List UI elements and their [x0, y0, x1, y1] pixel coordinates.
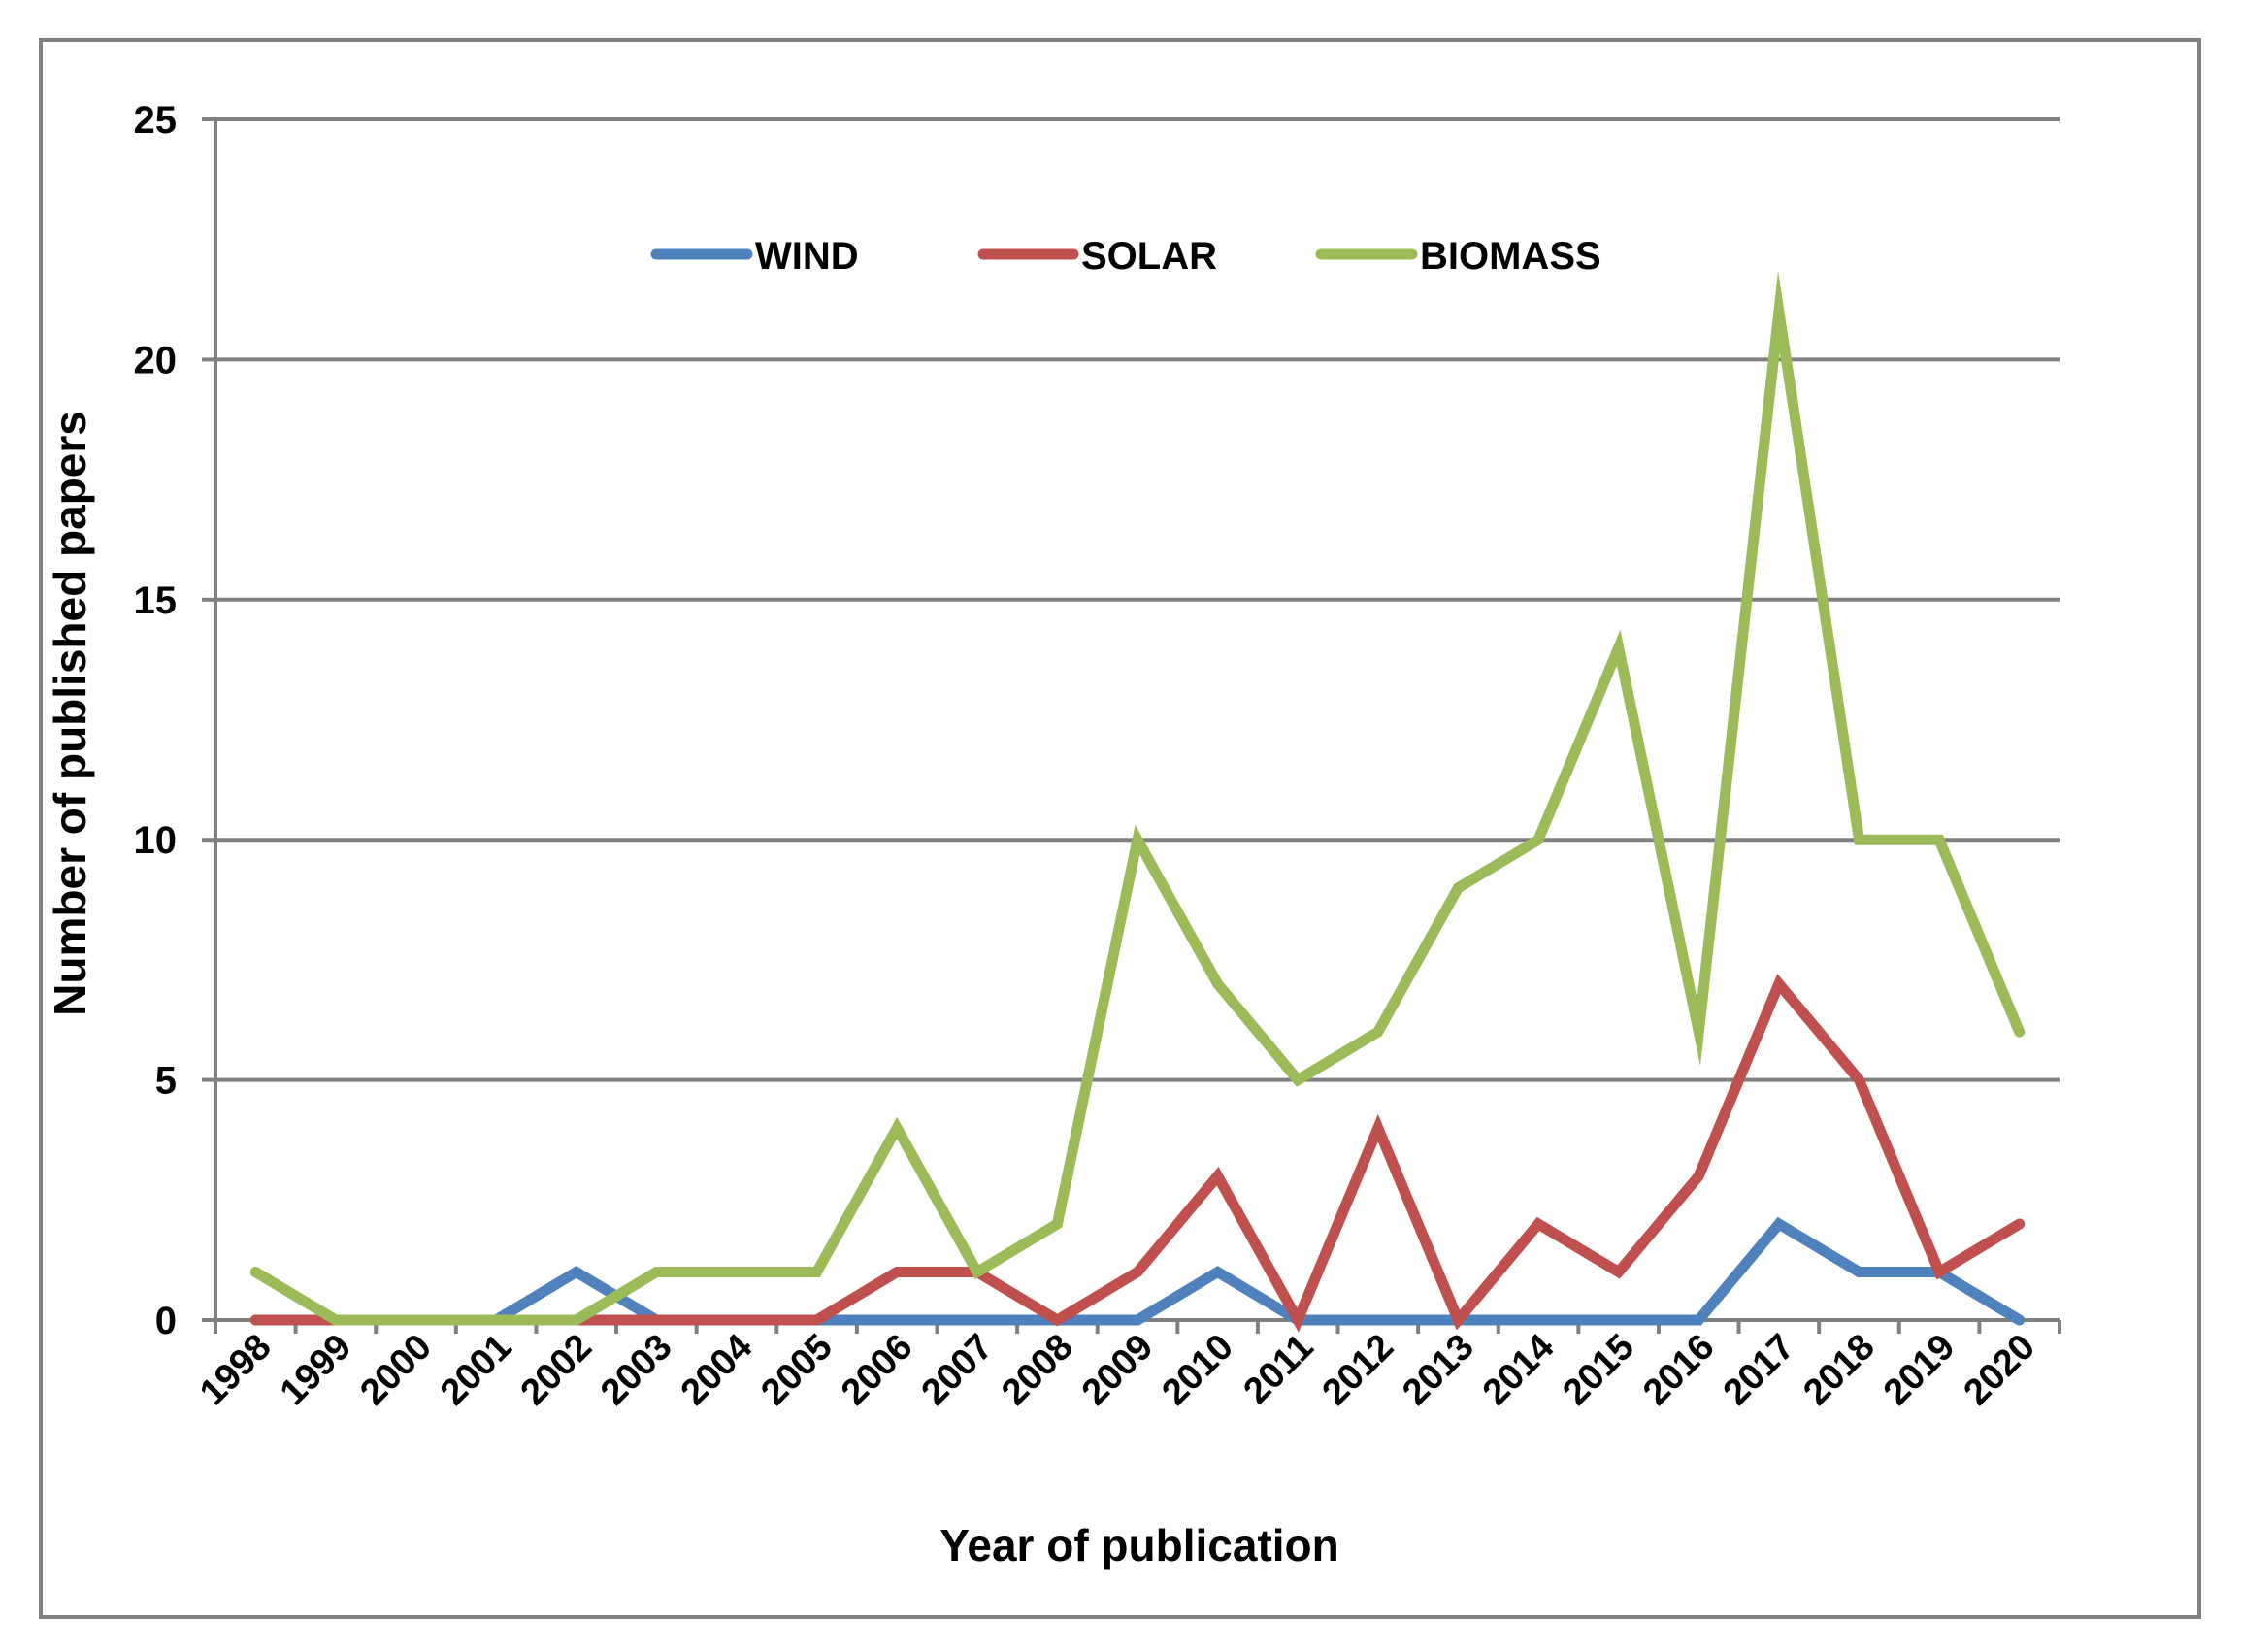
- y-tick-label: 10: [134, 819, 178, 862]
- y-tick-labels: 0 5 10 15 20 25: [134, 99, 178, 1342]
- y-tick-label: 15: [134, 579, 178, 622]
- legend-label-biomass: BIOMASS: [1420, 235, 1601, 278]
- legend-label-solar: SOLAR: [1081, 235, 1217, 278]
- y-tick-label: 25: [134, 99, 178, 142]
- y-tick-label: 20: [134, 339, 178, 381]
- x-axis-title: Year of publication: [939, 1520, 1339, 1570]
- chart-frame: [39, 38, 2201, 1619]
- series-line-wind: [249, 1216, 2026, 1326]
- y-axis-title: Number of published papers: [45, 411, 95, 1016]
- legend: WIND SOLAR BIOMASS: [650, 235, 1601, 278]
- series-lines: [249, 270, 2026, 1333]
- legend-label-wind: WIND: [755, 235, 859, 278]
- y-tick-label: 5: [155, 1060, 177, 1103]
- y-tick-label: 0: [155, 1300, 177, 1342]
- series-line-biomass: [249, 270, 2026, 1326]
